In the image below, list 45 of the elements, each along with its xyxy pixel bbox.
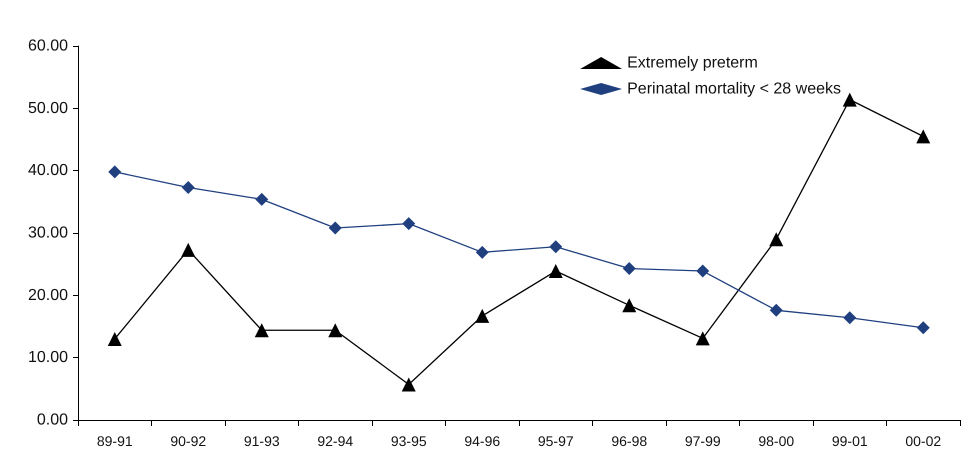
y-tick-label: 40.00	[28, 162, 68, 180]
point	[328, 323, 342, 338]
x-tick-label: 95-97	[538, 433, 574, 449]
point	[696, 264, 710, 278]
y-tick-label: 60.00	[28, 38, 68, 54]
point	[328, 222, 342, 235]
x-tick-label: 92-94	[317, 433, 354, 449]
y-tick-label: 30.00	[28, 224, 68, 242]
point	[548, 264, 563, 278]
y-tick-label: 0.00	[36, 412, 68, 428]
legend-label: Perinatal mortality < 28 weeks	[627, 80, 841, 98]
point	[916, 129, 930, 144]
point	[842, 92, 857, 107]
y-tick-label: 50.00	[28, 100, 68, 117]
point	[108, 165, 122, 178]
x-tick-label: 97-99	[684, 433, 721, 449]
y-tick-label: 20.00	[28, 286, 68, 304]
point	[622, 298, 636, 312]
point	[843, 311, 856, 324]
x-tick-label: 91-93	[244, 433, 280, 449]
point	[475, 308, 490, 323]
y-tick-label: 10.00	[28, 349, 68, 366]
point	[402, 377, 416, 392]
point	[622, 262, 636, 276]
x-tick-label: 94-96	[464, 433, 500, 449]
point	[182, 180, 195, 194]
point	[181, 242, 196, 257]
point	[108, 332, 122, 346]
point	[770, 304, 783, 317]
point	[254, 323, 269, 338]
point	[255, 192, 268, 206]
point	[402, 217, 416, 230]
legend-label: Extremely preterm	[627, 54, 758, 72]
x-tick-label: 99-01	[832, 433, 868, 449]
x-tick-label: 98-00	[758, 433, 794, 449]
x-tick-label: 90-92	[170, 433, 206, 449]
point	[549, 240, 562, 254]
x-tick-label: 00-02	[905, 433, 942, 449]
x-tick-label: 96-98	[611, 433, 648, 449]
point	[476, 246, 489, 259]
point	[916, 321, 930, 334]
point	[769, 232, 784, 246]
point	[696, 331, 710, 346]
x-tick-label: 89-91	[96, 433, 133, 449]
x-tick-label: 93-95	[390, 433, 427, 449]
